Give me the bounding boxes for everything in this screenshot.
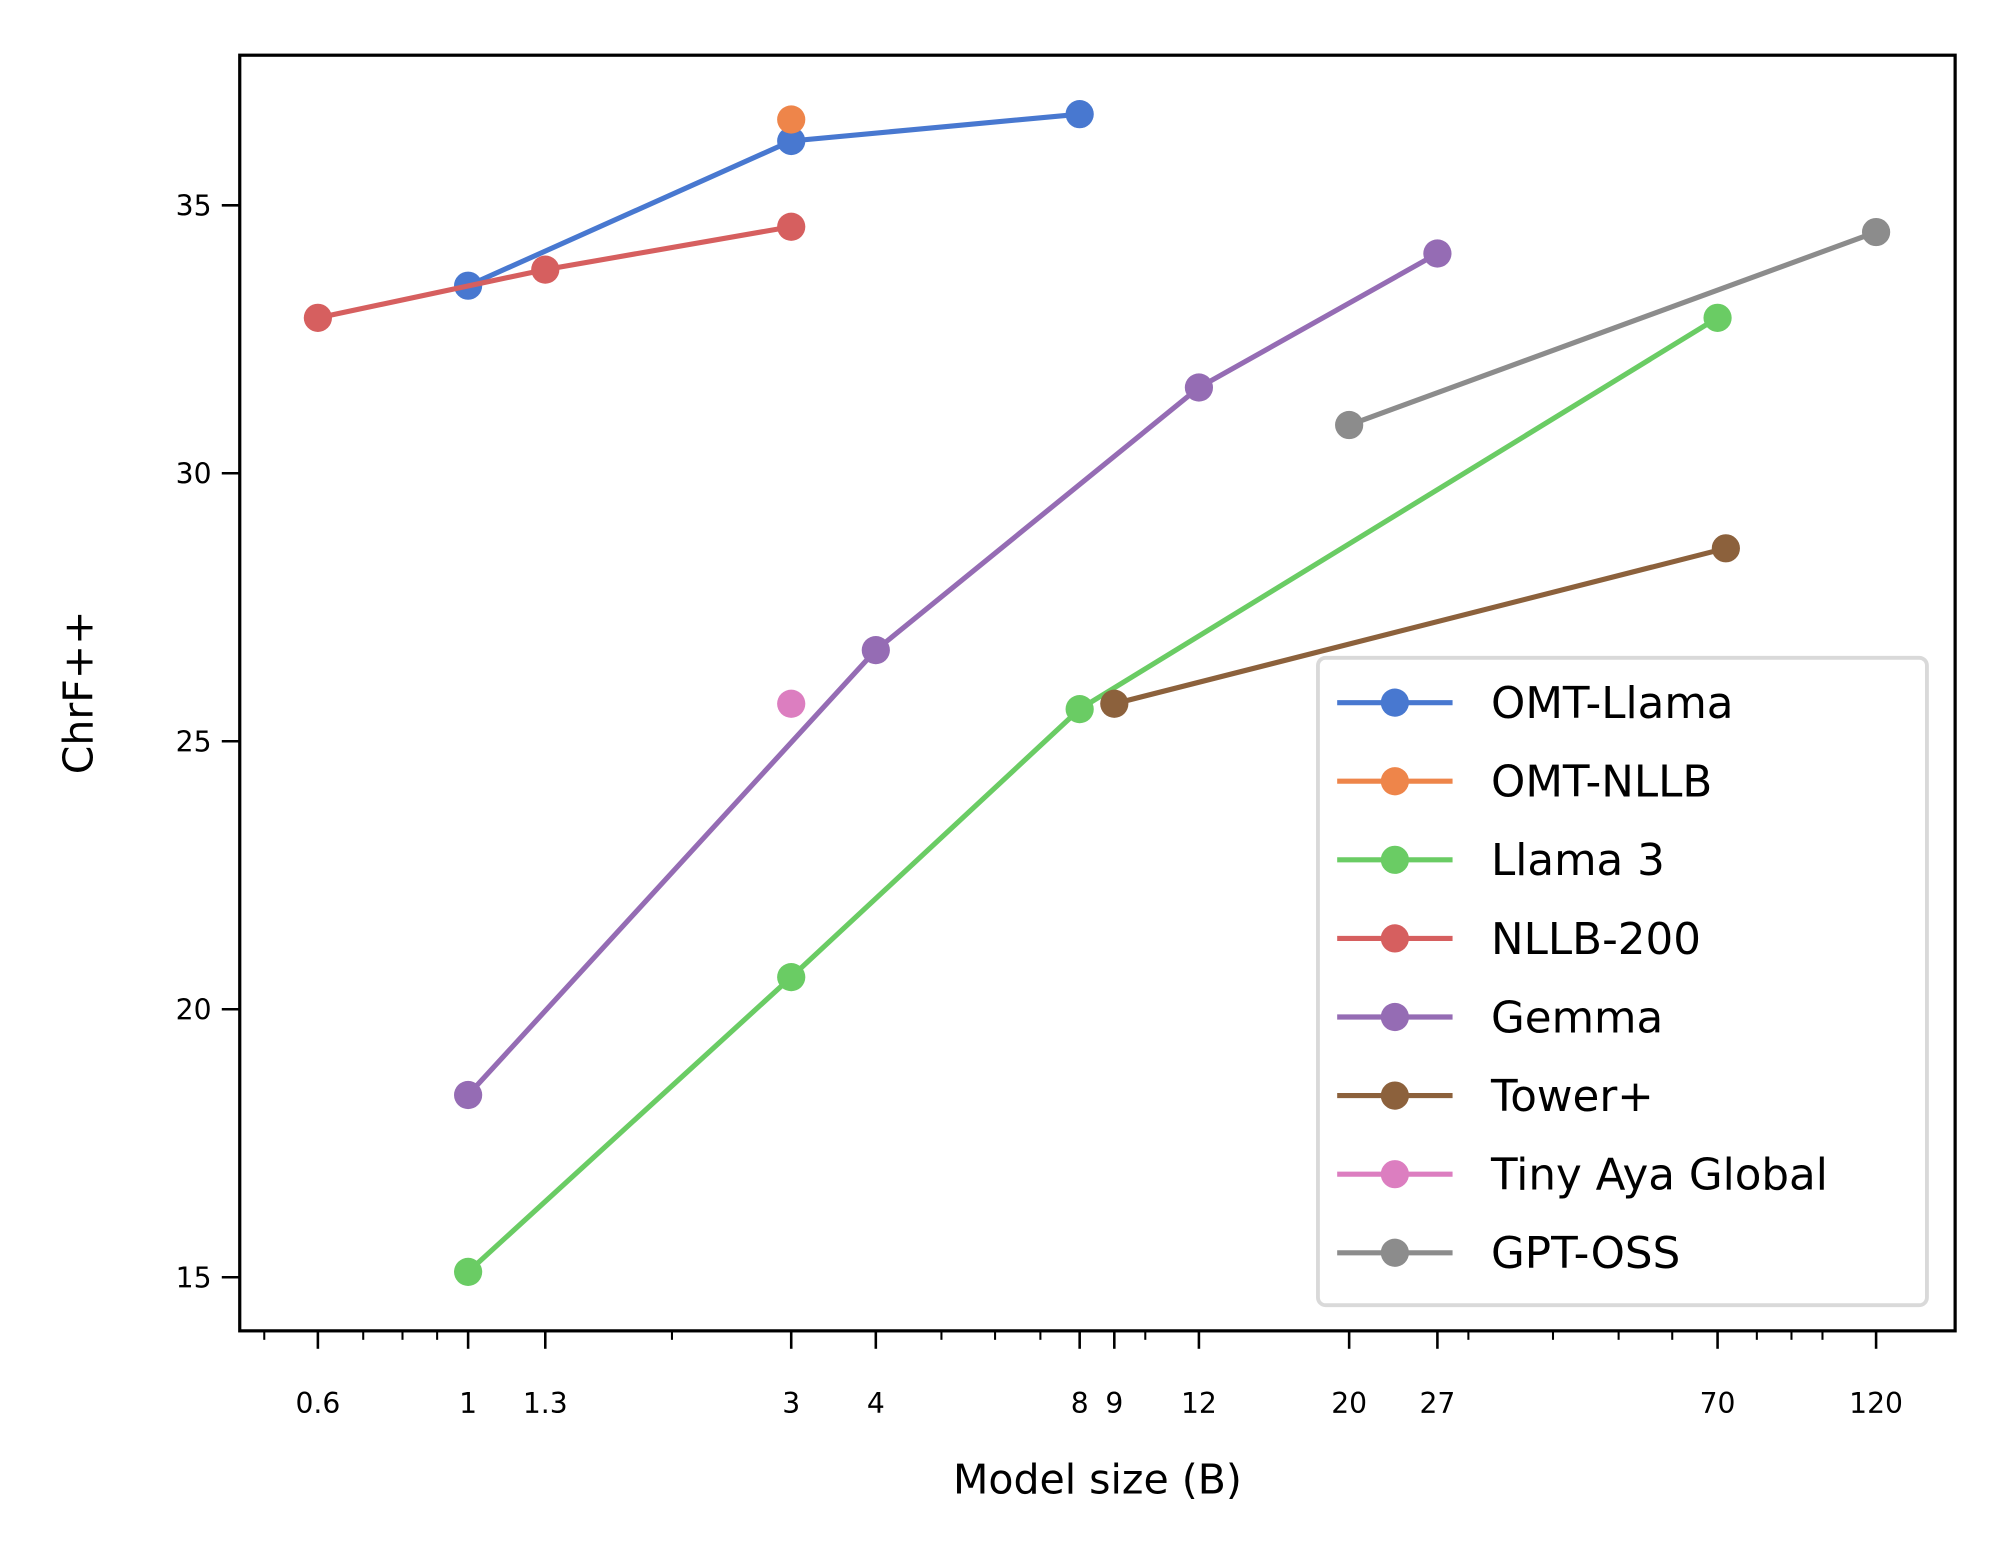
data-point-tower- xyxy=(1100,689,1129,718)
legend-marker xyxy=(1380,688,1409,717)
legend: OMT-Llama OMT-NLLB Llama 3 NLLB-200 Gemma Tow… xyxy=(1316,655,1929,1308)
x-tick-label: 20 xyxy=(1331,1387,1367,1420)
x-tick-label: 1.3 xyxy=(523,1387,568,1420)
legend-label: Llama 3 xyxy=(1491,836,1665,886)
legend-label: Tiny Aya Global xyxy=(1490,1151,1828,1201)
x-tick-label: 9 xyxy=(1105,1387,1123,1420)
x-axis: 0.6 1 1.3 3 4 8 9 12 20 27 70 120 xyxy=(263,1330,1903,1420)
legend-entry: Tiny Aya Global xyxy=(1337,1151,1828,1201)
data-point-nllb-200 xyxy=(531,255,560,284)
x-tick-label: 27 xyxy=(1419,1387,1455,1420)
legend-label: GPT-OSS xyxy=(1491,1229,1680,1279)
y-tick-label: 20 xyxy=(176,994,212,1027)
series-gpt-oss xyxy=(1335,217,1891,440)
legend-entry: Gemma xyxy=(1337,993,1663,1043)
data-point-omt-nllb xyxy=(777,105,806,134)
x-tick-label: 120 xyxy=(1849,1387,1903,1420)
y-tick-label: 15 xyxy=(176,1262,212,1295)
series-gemma xyxy=(454,239,1452,1110)
legend-marker xyxy=(1380,1002,1409,1032)
data-point-tower- xyxy=(1711,534,1740,563)
legend-label: Gemma xyxy=(1491,993,1663,1043)
series-llama-3 xyxy=(454,303,1732,1286)
data-point-llama-3 xyxy=(1703,303,1732,332)
data-point-gemma xyxy=(1423,239,1452,268)
legend-marker xyxy=(1380,1238,1409,1267)
legend-marker xyxy=(1380,1160,1409,1189)
data-point-omt-llama xyxy=(1065,100,1094,129)
data-point-gemma xyxy=(454,1080,483,1110)
data-point-llama-3 xyxy=(1065,695,1094,724)
series-tiny-aya-global xyxy=(777,689,806,718)
data-point-tiny-aya-global xyxy=(777,689,806,718)
series-tower- xyxy=(1100,534,1740,718)
series-nllb-200 xyxy=(303,212,806,332)
y-axis: 15 20 25 30 35 xyxy=(176,190,240,1295)
legend-label: NLLB-200 xyxy=(1491,915,1701,965)
legend-entry: OMT-NLLB xyxy=(1337,758,1712,808)
data-point-gemma xyxy=(861,636,890,665)
x-tick-label: 12 xyxy=(1181,1387,1217,1420)
y-tick-label: 35 xyxy=(176,190,212,223)
data-point-llama-3 xyxy=(454,1257,483,1286)
data-point-llama-3 xyxy=(777,962,806,992)
x-tick-label: 1 xyxy=(459,1387,477,1420)
data-point-gpt-oss xyxy=(1861,217,1891,247)
x-tick-label: 4 xyxy=(867,1387,885,1420)
legend-marker xyxy=(1380,767,1409,796)
y-tick-label: 25 xyxy=(176,726,212,759)
legend-entry: Tower+ xyxy=(1337,1072,1654,1122)
data-point-gemma xyxy=(1184,373,1214,402)
data-point-omt-llama xyxy=(777,126,806,156)
data-point-nllb-200 xyxy=(777,212,806,241)
legend-label: OMT-NLLB xyxy=(1491,758,1712,808)
series-omt-nllb xyxy=(777,105,806,134)
series-line-tower- xyxy=(1113,545,1727,707)
series-line-llama-3 xyxy=(466,315,1719,1274)
x-tick-label: 0.6 xyxy=(295,1387,340,1420)
legend-label: Tower+ xyxy=(1490,1072,1654,1122)
legend-marker xyxy=(1380,1081,1409,1110)
series-line-omt-llama xyxy=(467,111,1080,289)
legend-label: OMT-Llama xyxy=(1491,679,1734,729)
x-axis-label: Model size (B) xyxy=(953,1456,1242,1504)
data-point-nllb-200 xyxy=(303,303,332,332)
plot-marks xyxy=(303,100,1891,1286)
series-line-gpt-oss xyxy=(1348,229,1877,428)
legend-entry: NLLB-200 xyxy=(1337,915,1701,965)
y-axis-label: ChrF++ xyxy=(54,610,102,774)
plot-frame xyxy=(238,53,1957,1333)
y-tick-label: 30 xyxy=(176,458,212,491)
legend-marker xyxy=(1380,845,1409,874)
legend-marker xyxy=(1380,924,1409,953)
series-line-gemma xyxy=(466,251,1439,1097)
legend-entry: GPT-OSS xyxy=(1337,1229,1680,1279)
data-point-gpt-oss xyxy=(1335,410,1364,440)
legend-entry: Llama 3 xyxy=(1337,836,1665,886)
x-tick-label: 3 xyxy=(782,1387,800,1420)
x-tick-label: 8 xyxy=(1071,1387,1089,1420)
legend-entry: OMT-Llama xyxy=(1337,679,1734,729)
legend-box xyxy=(1316,655,1929,1308)
x-tick-label: 70 xyxy=(1700,1387,1736,1420)
